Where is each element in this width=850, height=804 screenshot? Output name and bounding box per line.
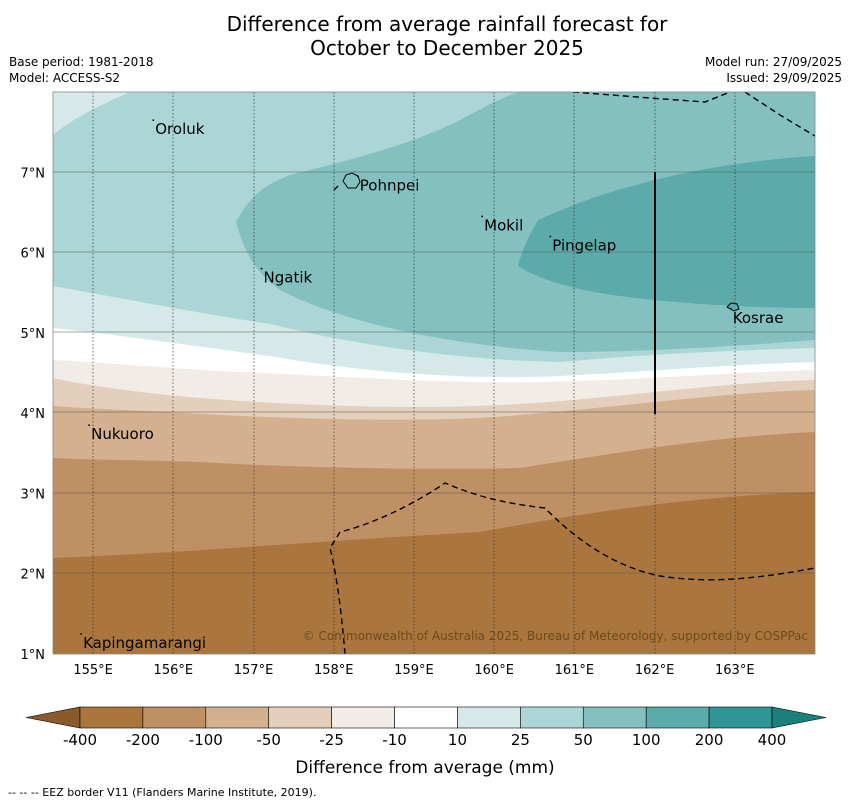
place-marker (729, 307, 732, 310)
meta-right: Model run: 27/09/2025 Issued: 29/09/2025 (705, 54, 842, 86)
colorbar-title: Difference from average (mm) (295, 758, 554, 778)
meta-left: Base period: 1981-2018 Model: ACCESS-S2 (9, 54, 154, 86)
colorbar-label: 100 (632, 731, 661, 749)
colorbar-low-extend (25, 706, 81, 729)
lat-tick-label: 7°N (21, 166, 46, 181)
colorbar: -400 -200 -100 -50 -25 -10 10 25 50 100 200 400 (25, 706, 827, 749)
lon-tick-label: 163°E (715, 663, 755, 678)
lon-tick-label: 157°E (234, 663, 274, 678)
latitude-lines (53, 171, 815, 574)
colorbar-segment (457, 706, 521, 729)
colorbar-label: 200 (695, 731, 724, 749)
kosrae-island (726, 302, 740, 312)
map-title: Difference from average rainfall forecas… (0, 12, 850, 60)
eez-borders (329, 92, 815, 654)
colorbar-high-extend (771, 706, 827, 729)
colorbar-segment (645, 706, 710, 729)
lat-tick-label: 2°N (21, 568, 46, 583)
lat-tick-label: 3°N (21, 487, 46, 502)
colorbar-segment (268, 706, 332, 729)
base-period: Base period: 1981-2018 (9, 55, 154, 69)
colorbar-label: 25 (511, 731, 530, 749)
colorbar-segment (520, 706, 584, 729)
title-line-1: Difference from average rainfall forecas… (226, 12, 668, 36)
lat-tick-label: 5°N (21, 327, 46, 342)
colorbar-label: -10 (382, 731, 407, 749)
colorbar-label: -400 (63, 731, 97, 749)
lon-tick-label: 156°E (154, 663, 194, 678)
place-marker (356, 175, 359, 178)
model-run: Model run: 27/09/2025 (704, 55, 842, 69)
colorbar-label: 10 (448, 731, 467, 749)
colorbar-label: 400 (758, 731, 787, 749)
colorbar-label: -200 (126, 731, 160, 749)
lat-tick-label: 6°N (21, 247, 46, 262)
place-label-kosrae: Kosrae (733, 309, 784, 327)
colorbar-label: -50 (256, 731, 281, 749)
place-marker (88, 424, 90, 427)
issued-date: Issued: 29/09/2025 (726, 71, 842, 85)
pohnpei-island (342, 172, 361, 189)
colorbar-label: -100 (189, 731, 223, 749)
colorbar-segment (394, 706, 458, 729)
title-line-2: October to December 2025 (310, 36, 584, 60)
lat-tick-label: 4°N (21, 407, 46, 422)
place-marker (481, 215, 484, 218)
place-label-kapingamarangi: Kapingamarangi (83, 634, 206, 652)
place-marker (80, 633, 82, 635)
colorbar-segment (708, 706, 773, 729)
lon-tick-label: 161°E (555, 663, 595, 678)
colorbar-segment (582, 706, 647, 729)
copyright-text: © Commonwealth of Australia 2025, Bureau… (303, 629, 808, 643)
colorbar-segment (205, 706, 270, 729)
longitude-tick-labels: 155°E 156°E 157°E 158°E 159°E 160°E 161°E 162°E… (73, 663, 754, 678)
place-label-nukuoro: Nukuoro (91, 425, 154, 443)
eez-legend-footnote: -- -- -- EEZ border V11 (Flanders Marine… (8, 786, 317, 799)
place-marker (549, 235, 552, 238)
lat-tick-label: 1°N (21, 648, 46, 663)
lon-tick-label: 162°E (635, 663, 675, 678)
colorbar-segment (79, 706, 144, 729)
place-marker (260, 267, 263, 270)
latitude-tick-labels: 7°N 6°N 5°N 4°N 3°N 2°N 1°N (21, 166, 46, 663)
lon-tick-label: 159°E (394, 663, 434, 678)
place-labels: Oroluk Pohnpei Mokil Pingelap Ngatik Kosrae Nu… (80, 119, 783, 652)
colorbar-segment (142, 706, 207, 729)
lon-tick-label: 158°E (314, 663, 354, 678)
map-frame (52, 91, 816, 655)
lon-tick-label: 155°E (73, 663, 113, 678)
place-label-oroluk: Oroluk (155, 120, 204, 138)
band-plus-100 (518, 156, 815, 308)
colorbar-label: -25 (319, 731, 344, 749)
colorbar-segment (331, 706, 395, 729)
colorbar-label: 50 (574, 731, 593, 749)
lon-tick-label: 160°E (474, 663, 514, 678)
place-label-pohnpei: Pohnpei (360, 176, 420, 194)
place-label-mokil: Mokil (484, 216, 523, 234)
model-name: Model: ACCESS-S2 (9, 71, 121, 85)
place-label-ngatik: Ngatik (264, 269, 313, 287)
place-label-pingelap: Pingelap (552, 237, 616, 255)
rainfall-field: © Commonwealth of Australia 2025, Bureau… (53, 92, 815, 654)
place-marker (152, 119, 155, 121)
